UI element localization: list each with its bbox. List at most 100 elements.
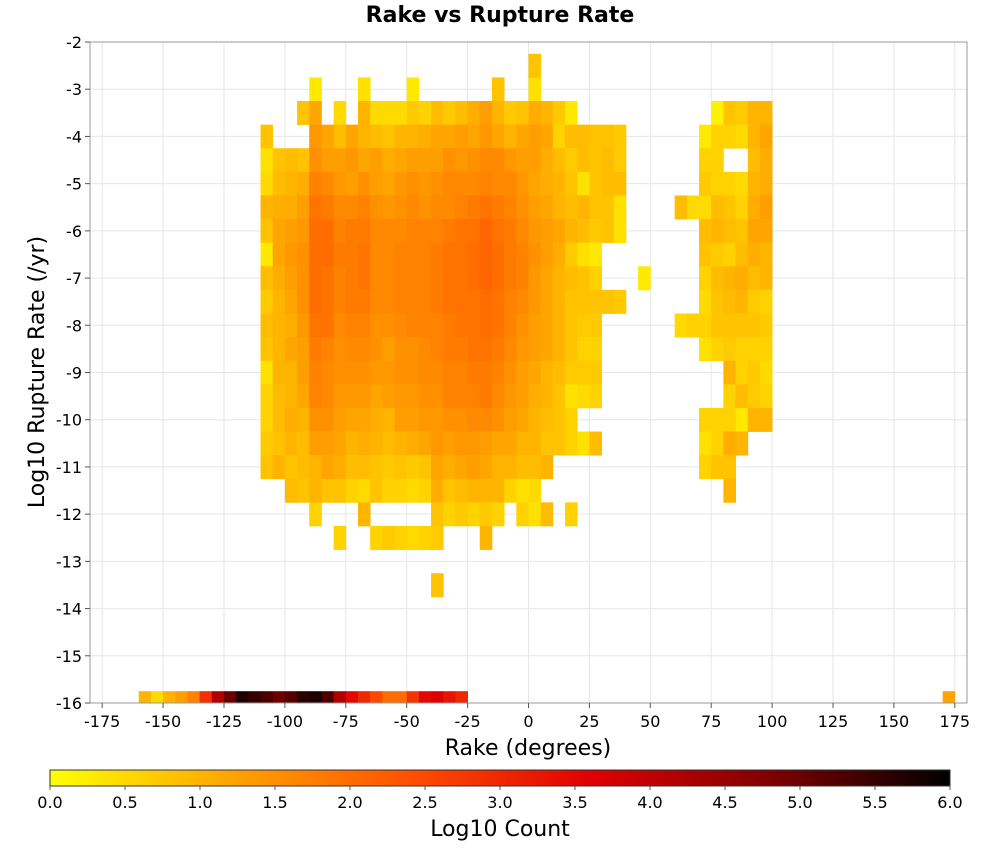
heatmap-cell <box>699 148 712 173</box>
heatmap-cell <box>309 148 322 173</box>
heatmap-cell <box>370 384 383 409</box>
heatmap-cell <box>260 313 274 338</box>
heatmap-cell <box>418 360 432 385</box>
heatmap-cell <box>297 691 310 703</box>
heatmap-cell <box>431 148 444 173</box>
heatmap-cell <box>577 266 590 291</box>
heatmap-cell <box>467 502 481 527</box>
heatmap-cell <box>321 337 335 362</box>
heatmap-cell <box>565 195 578 220</box>
heatmap-cell <box>479 195 493 220</box>
heatmap-cell <box>443 171 456 196</box>
heatmap-cell <box>394 525 408 550</box>
heatmap-cell <box>540 101 554 126</box>
heatmap-cell <box>382 407 395 432</box>
heatmap-cell <box>150 691 164 703</box>
heatmap-cell <box>394 242 408 267</box>
heatmap-cell <box>699 289 712 314</box>
heatmap-cell <box>528 502 542 527</box>
heatmap-cell <box>431 431 444 456</box>
heatmap-cell <box>284 148 298 173</box>
heatmap-cell <box>723 171 736 196</box>
heatmap-cell <box>747 195 761 220</box>
heatmap-cell <box>309 242 322 267</box>
heatmap-cell <box>589 289 602 314</box>
heatmap-cell <box>187 691 201 703</box>
heatmap-cell <box>674 313 688 338</box>
y-tick-label: -15 <box>56 647 82 666</box>
heatmap-cell <box>370 195 383 220</box>
heatmap-cell <box>528 77 542 102</box>
heatmap-cell <box>333 289 347 314</box>
heatmap-cell <box>418 124 432 149</box>
heatmap-cell <box>394 407 408 432</box>
heatmap-cell <box>406 266 420 291</box>
heatmap-cell <box>284 171 298 196</box>
heatmap-cell <box>455 313 468 338</box>
heatmap-cell <box>431 195 444 220</box>
heatmap-cell <box>382 289 395 314</box>
heatmap-cell <box>577 289 590 314</box>
heatmap-cell <box>309 313 322 338</box>
heatmap-cell <box>357 124 371 149</box>
heatmap-cell <box>540 124 554 149</box>
heatmap-cell <box>443 360 456 385</box>
heatmap-cell <box>516 242 529 267</box>
heatmap-cell <box>601 148 615 173</box>
heatmap-cell <box>565 266 578 291</box>
heatmap-cell <box>565 313 578 338</box>
heatmap-cell <box>504 407 517 432</box>
heatmap-cell <box>735 313 749 338</box>
heatmap-cell <box>138 691 152 703</box>
heatmap-cell <box>479 242 493 267</box>
heatmap-cell <box>504 266 517 291</box>
heatmap-cell <box>297 478 310 503</box>
heatmap-cell <box>528 124 542 149</box>
x-tick-label: 0 <box>523 712 533 731</box>
heatmap-cell <box>406 219 420 244</box>
heatmap-cell <box>504 431 517 456</box>
heatmap-cell <box>163 691 176 703</box>
heatmap-cell <box>345 124 359 149</box>
heatmap-cell <box>272 148 286 173</box>
heatmap-cell <box>345 148 359 173</box>
heatmap-cell <box>589 337 602 362</box>
heatmap-cell <box>491 171 505 196</box>
heatmap-cell <box>528 195 542 220</box>
heatmap-cell <box>711 455 724 480</box>
heatmap-cell <box>455 502 468 527</box>
heatmap-cell <box>467 101 481 126</box>
colorbar-tick-label: 5.5 <box>862 793 887 812</box>
heatmap-cell <box>455 360 468 385</box>
x-tick-label: 25 <box>579 712 599 731</box>
heatmap-cell <box>248 691 261 703</box>
heatmap-cell <box>735 431 749 456</box>
heatmap-cell <box>516 124 529 149</box>
heatmap-cell <box>552 266 566 291</box>
heatmap-cell <box>467 124 481 149</box>
heatmap-cell <box>577 337 590 362</box>
heatmap-cell <box>467 266 481 291</box>
heatmap-cell <box>747 360 761 385</box>
x-tick-label: -75 <box>333 712 359 731</box>
heatmap-cell <box>723 313 736 338</box>
heatmap-cell <box>491 101 505 126</box>
heatmap-cell <box>394 289 408 314</box>
heatmap-cell <box>516 337 529 362</box>
heatmap-cell <box>297 171 310 196</box>
heatmap-cell <box>394 195 408 220</box>
y-tick-label: -4 <box>66 127 82 146</box>
heatmap-cell <box>370 407 383 432</box>
heatmap-cell <box>321 219 335 244</box>
heatmap-cell <box>516 266 529 291</box>
heatmap-cell <box>516 148 529 173</box>
heatmap-cell <box>260 407 274 432</box>
heatmap-cell <box>479 384 493 409</box>
heatmap-cell <box>504 478 517 503</box>
heatmap-cell <box>747 242 761 267</box>
heatmap-cell <box>406 195 420 220</box>
heatmap-cell <box>540 455 554 480</box>
colorbar-tick-label: 4.5 <box>712 793 737 812</box>
heatmap-cell <box>747 337 761 362</box>
heatmap-cell <box>284 219 298 244</box>
